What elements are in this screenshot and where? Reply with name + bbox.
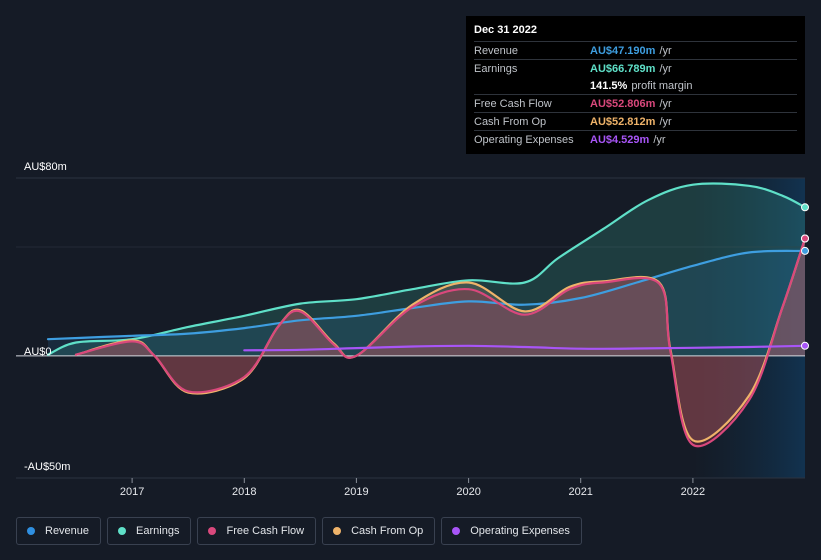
- legend-dot-icon: [333, 527, 342, 535]
- tooltip-value: 141.5%: [590, 79, 628, 92]
- tooltip-value: AU$66.789m: [590, 62, 656, 75]
- tooltip-value: AU$4.529m: [590, 133, 650, 146]
- tooltip-unit: /yr: [659, 62, 672, 75]
- endpoint-revenue: [801, 246, 809, 255]
- legend-label: Revenue: [45, 525, 90, 537]
- tooltip-label: Operating Expenses: [474, 133, 574, 146]
- endpoint-earnings: [801, 203, 809, 212]
- legend-dot-icon: [452, 527, 461, 535]
- tooltip-row-earnings: Earnings AU$66.789m /yr: [474, 59, 797, 77]
- xtick-label: 2018: [232, 486, 256, 498]
- tooltip-label: Cash From Op: [474, 115, 547, 128]
- series-line-free-cash-flow: [74, 237, 807, 448]
- legend-item-earnings[interactable]: Earnings: [107, 517, 192, 545]
- legend-label: Operating Expenses: [470, 525, 570, 537]
- xtick-label: 2017: [120, 486, 144, 498]
- legend-item-cash-from-op[interactable]: Cash From Op: [322, 517, 436, 545]
- tooltip-row-free-cash-flow: Free Cash Flow AU$52.806m /yr: [474, 94, 797, 112]
- ytick-label-top: AU$80m: [24, 161, 67, 173]
- endpoint-operating-expenses: [801, 341, 809, 350]
- legend-dot-icon: [208, 527, 217, 535]
- legend-dot-icon: [27, 527, 35, 535]
- xtick-label: 2021: [568, 486, 592, 498]
- tooltip-row-profit-margin: 141.5% profit margin: [474, 77, 797, 94]
- legend-item-operating-expenses[interactable]: Operating Expenses: [441, 517, 582, 545]
- legend-item-free-cash-flow[interactable]: Free Cash Flow: [197, 517, 317, 545]
- legend-label: Free Cash Flow: [226, 525, 305, 537]
- tooltip-label: Earnings: [474, 62, 518, 75]
- legend-item-revenue[interactable]: Revenue: [16, 517, 102, 545]
- series-line-operating-expenses: [243, 344, 807, 352]
- tooltip-date: Dec 31 2022: [474, 24, 537, 36]
- tooltip-unit: /yr: [659, 115, 672, 128]
- area-cash-from-op: [76, 238, 805, 442]
- area-free-cash-flow: [76, 238, 805, 447]
- xtick-label: 2019: [344, 486, 368, 498]
- endpoint-free-cash-flow: [801, 234, 809, 243]
- legend-dot-icon: [118, 527, 127, 535]
- tooltip-row-cash-from-op: Cash From Op AU$52.812m /yr: [474, 112, 797, 130]
- xtick-label: 2022: [681, 486, 705, 498]
- tooltip-unit: /yr: [659, 44, 672, 57]
- series-line-earnings: [46, 182, 807, 356]
- tooltip-row-operating-expenses: Operating Expenses AU$4.529m /yr: [474, 130, 797, 148]
- ytick-label-zero: AU$0: [24, 346, 52, 358]
- tooltip-unit: profit margin: [631, 79, 693, 92]
- tooltip-label: Revenue: [474, 44, 519, 57]
- tooltip-unit: /yr: [659, 97, 672, 110]
- area-earnings: [48, 183, 805, 356]
- legend: Revenue Earnings Free Cash Flow Cash Fro…: [16, 517, 582, 545]
- tooltip-unit: /yr: [653, 133, 666, 146]
- tooltip-value: AU$52.812m: [590, 115, 656, 128]
- legend-label: Earnings: [136, 525, 180, 537]
- tooltip-value: AU$52.806m: [590, 97, 656, 110]
- xtick-label: 2020: [456, 486, 480, 498]
- tooltip: Dec 31 2022 Revenue AU$47.190m /yr Earni…: [466, 16, 805, 154]
- tooltip-label: Free Cash Flow: [474, 97, 552, 110]
- tooltip-value: AU$47.190m: [590, 44, 656, 57]
- ytick-label-bottom: -AU$50m: [24, 461, 70, 473]
- tooltip-row-revenue: Revenue AU$47.190m /yr: [474, 41, 797, 59]
- legend-label: Cash From Op: [351, 525, 424, 537]
- forecast-highlight-band: [693, 178, 805, 478]
